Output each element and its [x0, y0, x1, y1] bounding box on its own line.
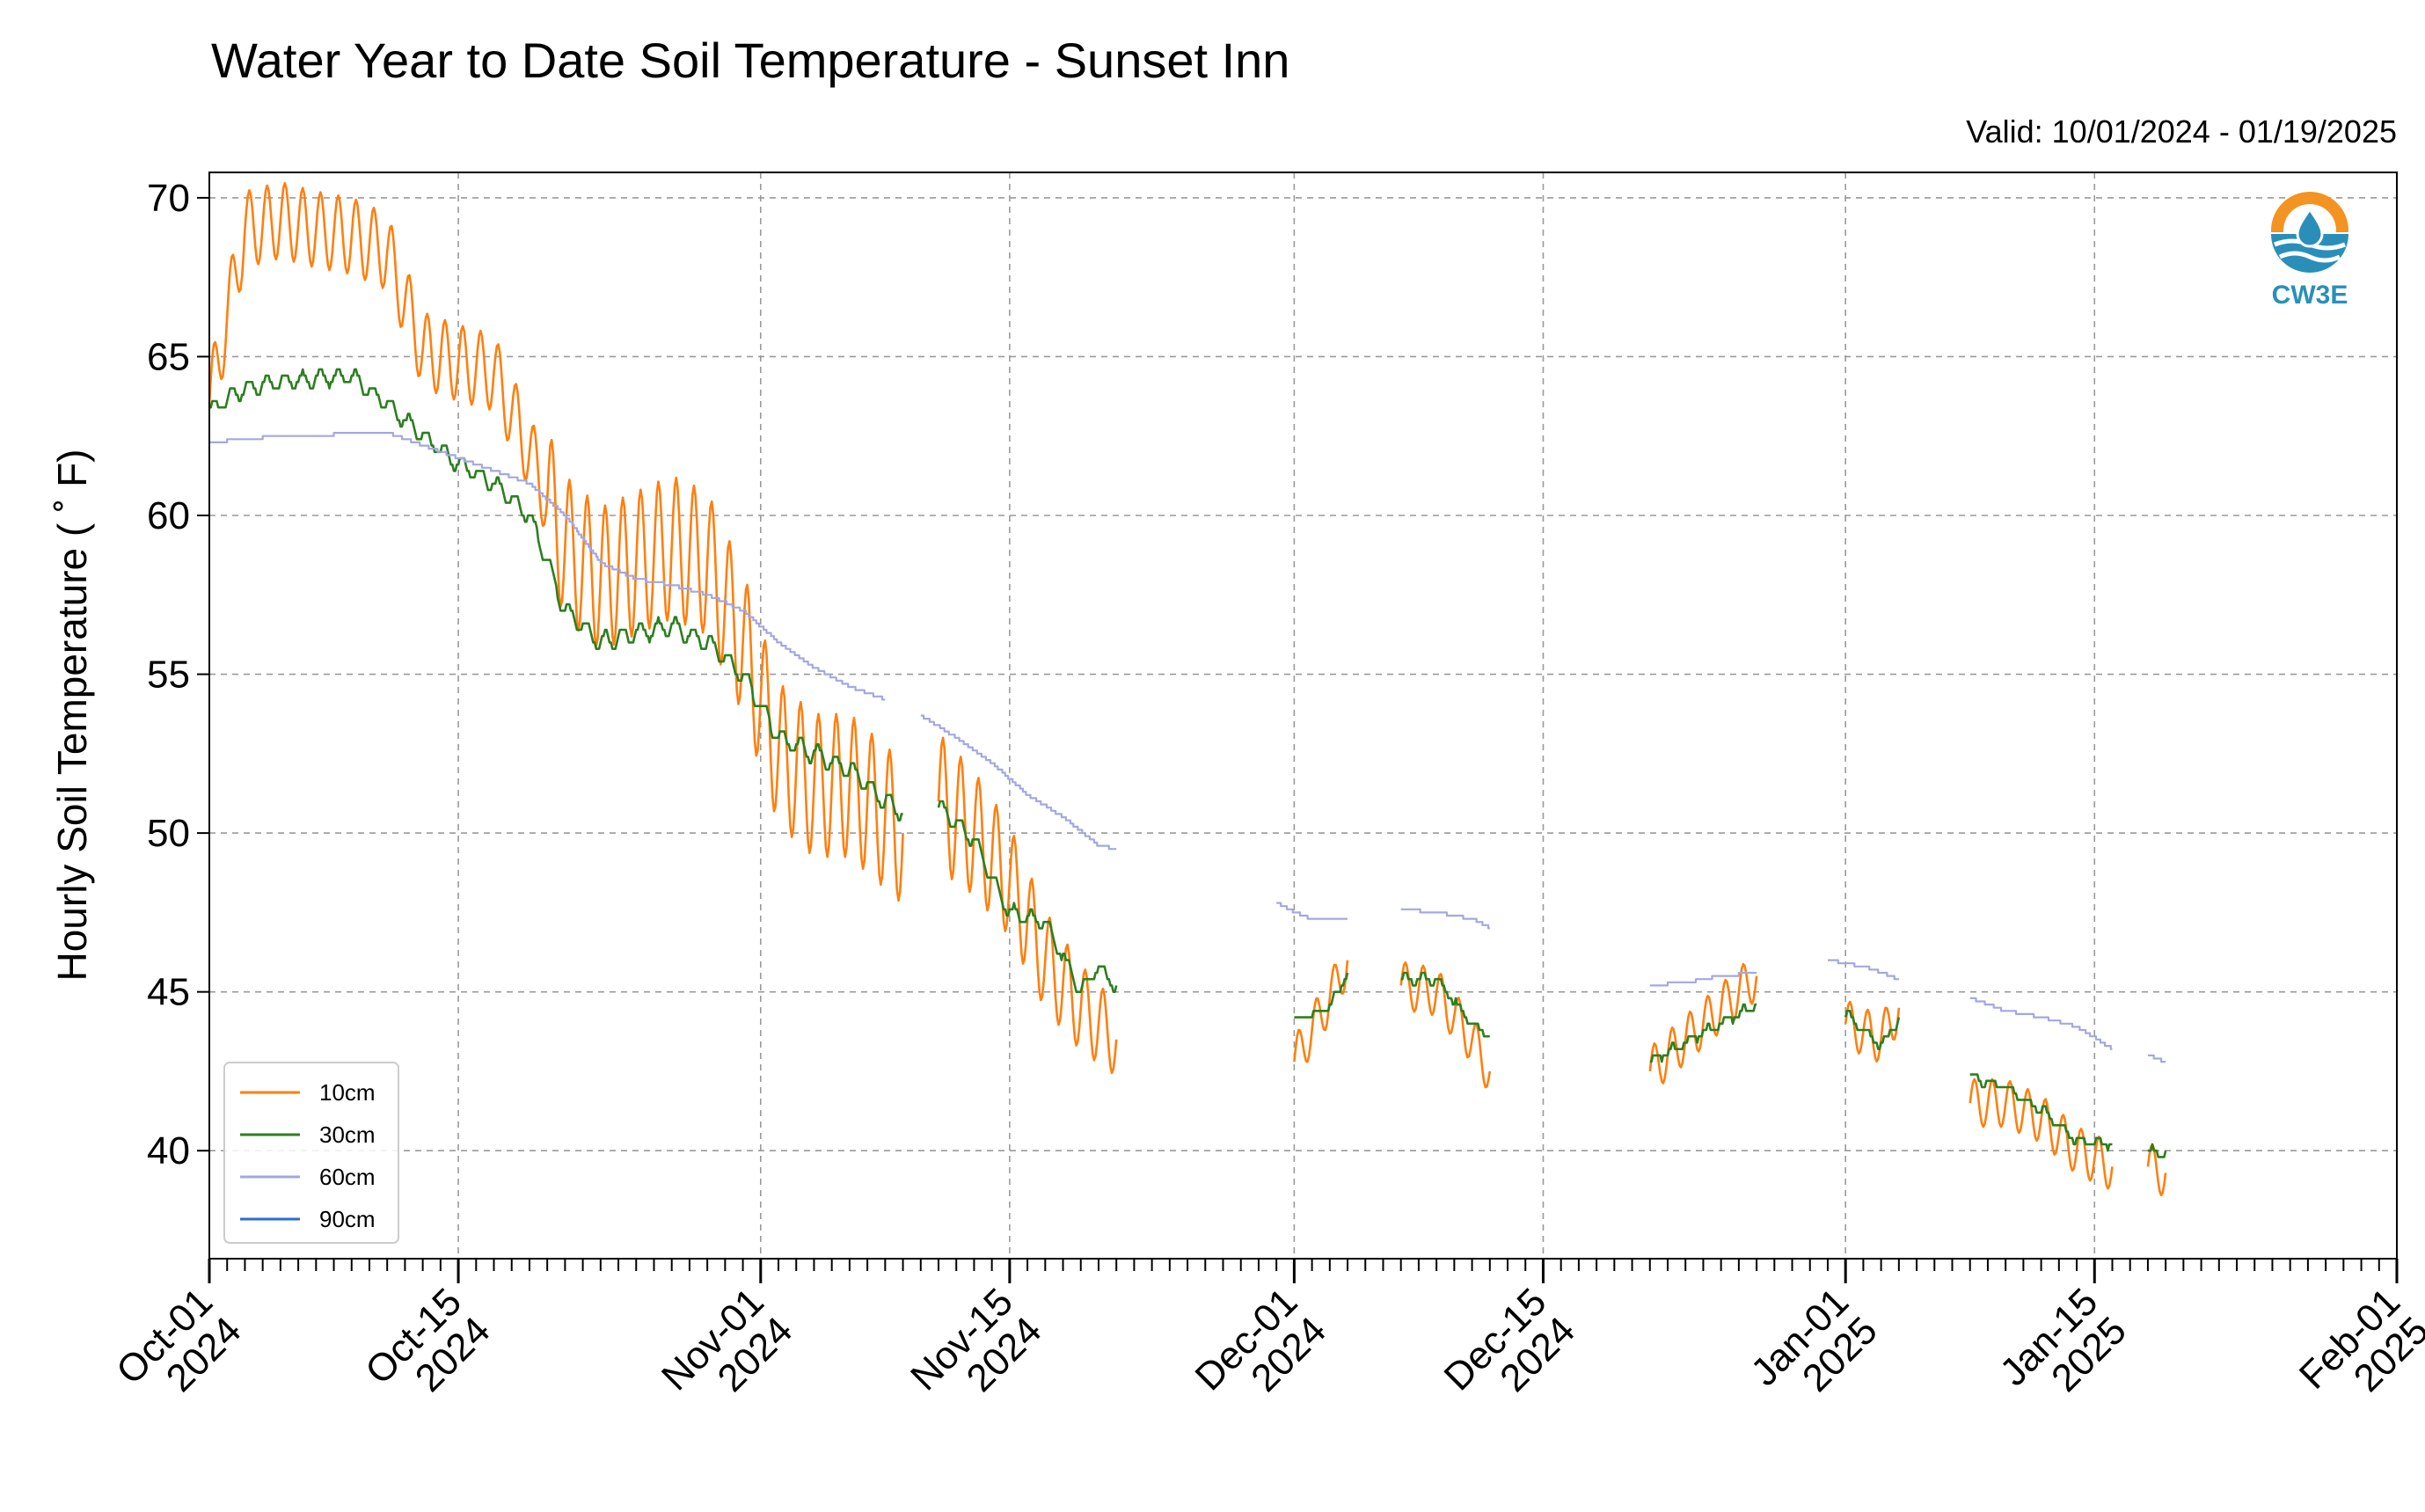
- series-line-60cm: [920, 714, 1117, 851]
- grid-lines: [208, 172, 2398, 1259]
- water-drop-icon: [2296, 207, 2324, 248]
- chart-title: Water Year to Date Soil Temperature - Su…: [211, 33, 1289, 88]
- series-line-60cm: [209, 432, 886, 701]
- cw3e-logo-text: CW3E: [2272, 281, 2348, 310]
- y-tick-label: 55: [147, 654, 190, 697]
- legend-box: [223, 1062, 399, 1244]
- series-lines: [208, 181, 2167, 1197]
- series-line-10cm: [1648, 962, 1758, 1085]
- series-line-30cm: [1294, 972, 1349, 1019]
- series-line-60cm: [2147, 1054, 2166, 1063]
- series-line-60cm: [1969, 997, 2113, 1050]
- legend: 10cm 30cm 60cm 90cm: [223, 1062, 399, 1244]
- y-tick-label: 60: [147, 494, 190, 537]
- series-line-60cm: [1400, 908, 1490, 930]
- series-line-60cm: [1276, 902, 1348, 920]
- legend-label-60cm: 60cm: [319, 1164, 376, 1190]
- series-line-10cm: [1968, 1077, 2114, 1190]
- series-line-60cm: [1649, 971, 1757, 987]
- series-line-10cm: [1844, 1000, 1901, 1063]
- y-tick-label: 65: [147, 335, 190, 378]
- plot-frame: [208, 172, 2398, 1260]
- y-tick-label: 40: [147, 1129, 190, 1172]
- y-tick-label: 45: [147, 971, 190, 1014]
- y-tick-label: 50: [147, 812, 190, 855]
- legend-label-30cm: 30cm: [319, 1121, 376, 1148]
- series-line-30cm: [2147, 1143, 2167, 1158]
- series-line-10cm: [1293, 960, 1349, 1063]
- series-line-30cm: [1649, 1003, 1757, 1063]
- series-line-10cm: [208, 181, 904, 902]
- legend-label-90cm: 90cm: [319, 1206, 376, 1232]
- cw3e-logo: CW3E: [2269, 192, 2350, 310]
- series-line-60cm: [1828, 959, 1899, 981]
- series-line-30cm: [209, 368, 903, 822]
- y-tick-label: 70: [147, 177, 190, 220]
- y-axis-label: Hourly Soil Temperature ( ˚ F): [49, 449, 95, 982]
- series-line-30cm: [937, 800, 1118, 993]
- legend-label-10cm: 10cm: [319, 1079, 376, 1106]
- series-line-10cm: [1399, 961, 1492, 1089]
- series-line-10cm: [937, 736, 1118, 1075]
- series-line-30cm: [1969, 1073, 2113, 1152]
- series-line-30cm: [1400, 971, 1490, 1038]
- valid-date-range: Valid: 10/01/2024 - 01/19/2025: [1966, 113, 2397, 150]
- series-line-30cm: [1844, 1010, 1901, 1050]
